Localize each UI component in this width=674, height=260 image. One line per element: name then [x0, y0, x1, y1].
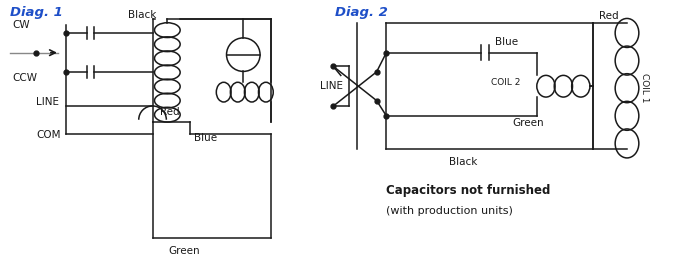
Text: Blue: Blue: [194, 133, 217, 142]
Text: Green: Green: [168, 246, 200, 256]
Text: COM: COM: [36, 129, 61, 140]
Text: CW: CW: [13, 20, 30, 30]
Text: COIL 1: COIL 1: [640, 73, 649, 103]
Text: Green: Green: [513, 118, 544, 128]
Text: LINE: LINE: [320, 81, 343, 91]
Text: Blue: Blue: [495, 37, 518, 47]
Text: Black: Black: [449, 157, 477, 167]
Text: Diag. 1: Diag. 1: [9, 6, 63, 19]
Text: Diag. 2: Diag. 2: [335, 6, 388, 19]
Text: Red: Red: [160, 107, 180, 117]
Text: COIL 2: COIL 2: [491, 78, 520, 87]
Text: Capacitors not furnished: Capacitors not furnished: [386, 184, 551, 197]
Text: (with production units): (with production units): [386, 205, 513, 216]
Text: CCW: CCW: [13, 73, 38, 83]
Text: LINE: LINE: [36, 97, 59, 107]
Text: Black: Black: [128, 10, 156, 20]
Text: Red: Red: [599, 11, 619, 21]
